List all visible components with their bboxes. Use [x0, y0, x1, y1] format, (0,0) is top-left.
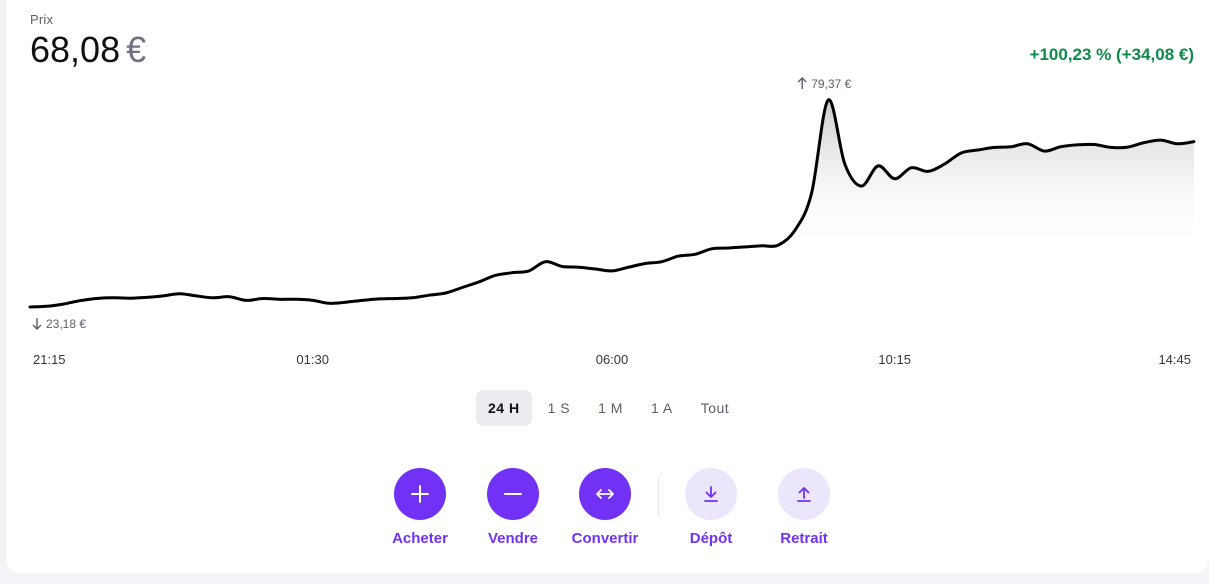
buy-button[interactable]: Acheter — [370, 468, 470, 547]
tab-24h[interactable]: 24 H — [476, 390, 532, 426]
buy-button-circle[interactable] — [394, 468, 446, 520]
action-bar: Acheter Vendre Convertir Dépôt Retrait — [0, 468, 1209, 558]
arrow-up-icon — [797, 77, 807, 89]
price-currency: € — [126, 29, 147, 70]
sell-button-label: Vendre — [487, 530, 539, 547]
min-price-label: 23,18 € — [46, 317, 86, 331]
sell-button[interactable]: Vendre — [463, 468, 563, 547]
plus-icon — [411, 485, 429, 503]
action-divider — [658, 478, 659, 516]
convert-button-circle[interactable] — [579, 468, 631, 520]
convert-arrows-icon — [596, 489, 614, 499]
tab-1m[interactable]: 1 M — [598, 400, 623, 416]
minus-icon — [504, 493, 522, 495]
x-tick-label: 14:45 — [1158, 352, 1191, 367]
withdraw-button-label: Retrait — [780, 530, 828, 547]
x-tick-label: 10:15 — [878, 352, 911, 367]
price-label: Prix — [30, 12, 54, 27]
max-price-label: 79,37 € — [811, 77, 851, 91]
max-price-annotation: 79,37 € — [797, 77, 852, 91]
x-tick-label: 21:15 — [33, 352, 66, 367]
download-icon — [704, 486, 718, 502]
tab-1a[interactable]: 1 A — [650, 400, 673, 416]
chart-price-line — [28, 98, 1196, 309]
deposit-button-circle[interactable] — [685, 468, 737, 520]
deposit-button-label: Dépôt — [689, 530, 733, 547]
price-chart[interactable]: 79,37 € 23,18 € 21:15 01:30 06:00 10:15 14:4… — [0, 0, 1209, 380]
arrow-down-icon — [32, 318, 42, 330]
sell-button-circle[interactable] — [487, 468, 539, 520]
price-value: 68,08 — [30, 29, 121, 70]
buy-button-label: Acheter — [392, 530, 448, 547]
withdraw-button-circle[interactable] — [778, 468, 830, 520]
deposit-button[interactable]: Dépôt — [661, 468, 761, 547]
timeframe-tabs: 24 H 1 S 1 M 1 A Tout — [476, 390, 741, 426]
convert-button[interactable]: Convertir — [555, 468, 655, 547]
x-tick-label: 06:00 — [596, 352, 629, 367]
withdraw-button[interactable]: Retrait — [754, 468, 854, 547]
chart-area-fill — [30, 99, 1194, 307]
price-change: +100,23 % (+34,08 €) — [1029, 45, 1194, 64]
x-axis-ticks: 21:15 01:30 06:00 10:15 14:45 — [33, 352, 1191, 367]
current-price: 68,08 € — [30, 28, 146, 72]
convert-button-label: Convertir — [571, 530, 639, 547]
min-price-annotation: 23,18 € — [32, 317, 86, 331]
tab-1s[interactable]: 1 S — [547, 400, 571, 416]
upload-icon — [797, 487, 811, 502]
tab-tout[interactable]: Tout — [700, 400, 730, 416]
x-tick-label: 01:30 — [296, 352, 329, 367]
